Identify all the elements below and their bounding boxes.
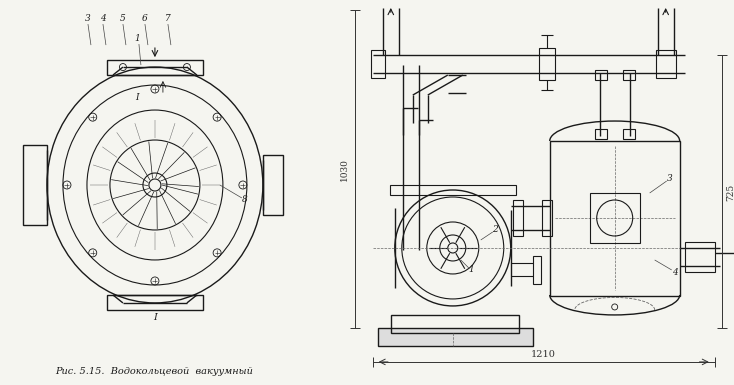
Text: 5: 5	[120, 13, 126, 23]
Bar	[595, 129, 607, 139]
Text: I: I	[135, 92, 139, 102]
Bar	[533, 256, 541, 284]
Bar	[371, 50, 385, 78]
Bar	[390, 185, 516, 195]
Text: 1: 1	[134, 33, 139, 43]
Bar	[595, 70, 607, 80]
Bar	[107, 295, 203, 310]
Text: 2: 2	[492, 226, 498, 234]
Text: 8: 8	[242, 196, 248, 204]
Text: 1030: 1030	[341, 159, 349, 181]
Text: 1210: 1210	[531, 350, 556, 360]
Bar	[23, 145, 47, 225]
Text: 725: 725	[726, 183, 734, 201]
Text: 3: 3	[85, 13, 91, 23]
Bar	[622, 129, 635, 139]
Bar	[550, 141, 680, 296]
Text: 6: 6	[142, 13, 148, 23]
Text: 3: 3	[666, 174, 672, 182]
Text: Рис. 5.15.  Водокольцевой  вакуумный: Рис. 5.15. Водокольцевой вакуумный	[55, 367, 252, 377]
Bar	[589, 193, 640, 243]
Text: I: I	[153, 313, 157, 323]
Text: 1: 1	[468, 266, 473, 275]
Bar	[539, 48, 555, 80]
Text: 7: 7	[165, 13, 171, 23]
Bar	[622, 70, 635, 80]
Bar	[107, 60, 203, 75]
Bar	[390, 315, 519, 333]
Bar	[655, 50, 676, 78]
Bar	[263, 155, 283, 215]
Bar	[378, 328, 533, 346]
Text: 4: 4	[672, 268, 677, 278]
Bar	[685, 242, 715, 272]
Bar	[513, 200, 523, 236]
Bar	[542, 200, 552, 236]
Text: 4: 4	[100, 13, 106, 23]
